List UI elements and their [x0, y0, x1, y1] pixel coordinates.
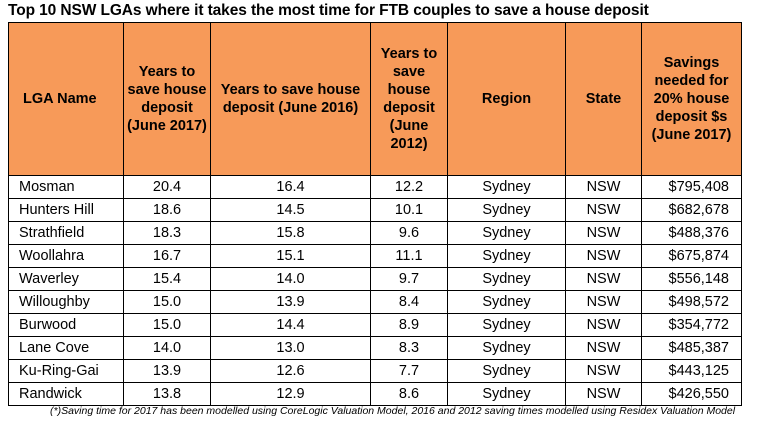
- table-row: Willoughby 15.0 13.9 8.4 Sydney NSW $498,572: [8, 290, 742, 314]
- years-2017-cell: 15.4: [123, 267, 211, 291]
- savings-cell: $443,125: [641, 359, 742, 383]
- region-cell: Sydney: [447, 382, 566, 406]
- years-2017-cell: 18.3: [123, 221, 211, 245]
- footnote: (*)Saving time for 2017 has been modelle…: [50, 405, 736, 417]
- lga-name-cell: Randwick: [8, 382, 124, 406]
- years-2017-cell: 15.0: [123, 290, 211, 314]
- table-row: Strathfield 18.3 15.8 9.6 Sydney NSW $488,376: [8, 221, 742, 245]
- years-2012-cell: 12.2: [370, 175, 448, 199]
- savings-cell: $354,772: [641, 313, 742, 337]
- table-row: Hunters Hill 18.6 14.5 10.1 Sydney NSW $682,67…: [8, 198, 742, 222]
- region-cell: Sydney: [447, 198, 566, 222]
- region-cell: Sydney: [447, 267, 566, 291]
- header-region: Region: [447, 22, 566, 176]
- lga-name-cell: Willoughby: [8, 290, 124, 314]
- years-2017-cell: 14.0: [123, 336, 211, 360]
- years-2016-cell: 16.4: [210, 175, 371, 199]
- state-cell: NSW: [565, 198, 642, 222]
- savings-cell: $485,387: [641, 336, 742, 360]
- lga-name-cell: Mosman: [8, 175, 124, 199]
- years-2012-cell: 10.1: [370, 198, 448, 222]
- years-2016-cell: 15.1: [210, 244, 371, 268]
- years-2012-cell: 7.7: [370, 359, 448, 383]
- header-row: LGA Name Years to save house deposit (Ju…: [8, 22, 742, 176]
- lga-name-cell: Strathfield: [8, 221, 124, 245]
- years-2016-cell: 15.8: [210, 221, 371, 245]
- table-title: Top 10 NSW LGAs where it takes the most …: [8, 2, 649, 19]
- state-cell: NSW: [565, 313, 642, 337]
- lga-name-cell: Woollahra: [8, 244, 124, 268]
- state-cell: NSW: [565, 221, 642, 245]
- savings-cell: $682,678: [641, 198, 742, 222]
- years-2012-cell: 8.4: [370, 290, 448, 314]
- savings-cell: $795,408: [641, 175, 742, 199]
- table-row: Randwick 13.8 12.9 8.6 Sydney NSW $426,550: [8, 382, 742, 406]
- lga-name-cell: Hunters Hill: [8, 198, 124, 222]
- state-cell: NSW: [565, 244, 642, 268]
- table-row: Burwood 15.0 14.4 8.9 Sydney NSW $354,772: [8, 313, 742, 337]
- region-cell: Sydney: [447, 313, 566, 337]
- state-cell: NSW: [565, 336, 642, 360]
- header-state: State: [565, 22, 642, 176]
- years-2012-cell: 8.3: [370, 336, 448, 360]
- table-row: Lane Cove 14.0 13.0 8.3 Sydney NSW $485,387: [8, 336, 742, 360]
- savings-cell: $426,550: [641, 382, 742, 406]
- table-row: Waverley 15.4 14.0 9.7 Sydney NSW $556,148: [8, 267, 742, 291]
- state-cell: NSW: [565, 290, 642, 314]
- table-row: Mosman 20.4 16.4 12.2 Sydney NSW $795,408: [8, 175, 742, 199]
- savings-cell: $498,572: [641, 290, 742, 314]
- years-2016-cell: 14.5: [210, 198, 371, 222]
- years-2016-cell: 14.0: [210, 267, 371, 291]
- years-2012-cell: 11.1: [370, 244, 448, 268]
- state-cell: NSW: [565, 175, 642, 199]
- region-cell: Sydney: [447, 336, 566, 360]
- header-years-2012: Years to save house deposit (June 2012): [370, 22, 448, 176]
- savings-cell: $488,376: [641, 221, 742, 245]
- years-2012-cell: 8.6: [370, 382, 448, 406]
- lga-table: LGA Name Years to save house deposit (Ju…: [8, 22, 742, 406]
- years-2017-cell: 15.0: [123, 313, 211, 337]
- savings-cell: $675,874: [641, 244, 742, 268]
- header-years-2016: Years to save house deposit (June 2016): [210, 22, 371, 176]
- years-2017-cell: 13.9: [123, 359, 211, 383]
- table-row: Ku-Ring-Gai 13.9 12.6 7.7 Sydney NSW $443,125: [8, 359, 742, 383]
- years-2016-cell: 14.4: [210, 313, 371, 337]
- years-2012-cell: 9.6: [370, 221, 448, 245]
- state-cell: NSW: [565, 382, 642, 406]
- years-2017-cell: 20.4: [123, 175, 211, 199]
- years-2017-cell: 13.8: [123, 382, 211, 406]
- lga-name-cell: Ku-Ring-Gai: [8, 359, 124, 383]
- years-2016-cell: 12.6: [210, 359, 371, 383]
- region-cell: Sydney: [447, 359, 566, 383]
- state-cell: NSW: [565, 359, 642, 383]
- years-2012-cell: 8.9: [370, 313, 448, 337]
- region-cell: Sydney: [447, 290, 566, 314]
- years-2016-cell: 13.9: [210, 290, 371, 314]
- lga-name-cell: Lane Cove: [8, 336, 124, 360]
- savings-cell: $556,148: [641, 267, 742, 291]
- table-body: Mosman 20.4 16.4 12.2 Sydney NSW $795,408 Hunte…: [8, 175, 742, 406]
- region-cell: Sydney: [447, 175, 566, 199]
- region-cell: Sydney: [447, 244, 566, 268]
- lga-name-cell: Burwood: [8, 313, 124, 337]
- header-lga-name: LGA Name: [8, 22, 124, 176]
- region-cell: Sydney: [447, 221, 566, 245]
- years-2012-cell: 9.7: [370, 267, 448, 291]
- years-2016-cell: 13.0: [210, 336, 371, 360]
- header-years-2017: Years to save house deposit (June 2017): [123, 22, 211, 176]
- table-row: Woollahra 16.7 15.1 11.1 Sydney NSW $675,874: [8, 244, 742, 268]
- years-2016-cell: 12.9: [210, 382, 371, 406]
- header-savings-needed: Savings needed for 20% house deposit $s …: [641, 22, 742, 176]
- years-2017-cell: 18.6: [123, 198, 211, 222]
- lga-name-cell: Waverley: [8, 267, 124, 291]
- state-cell: NSW: [565, 267, 642, 291]
- years-2017-cell: 16.7: [123, 244, 211, 268]
